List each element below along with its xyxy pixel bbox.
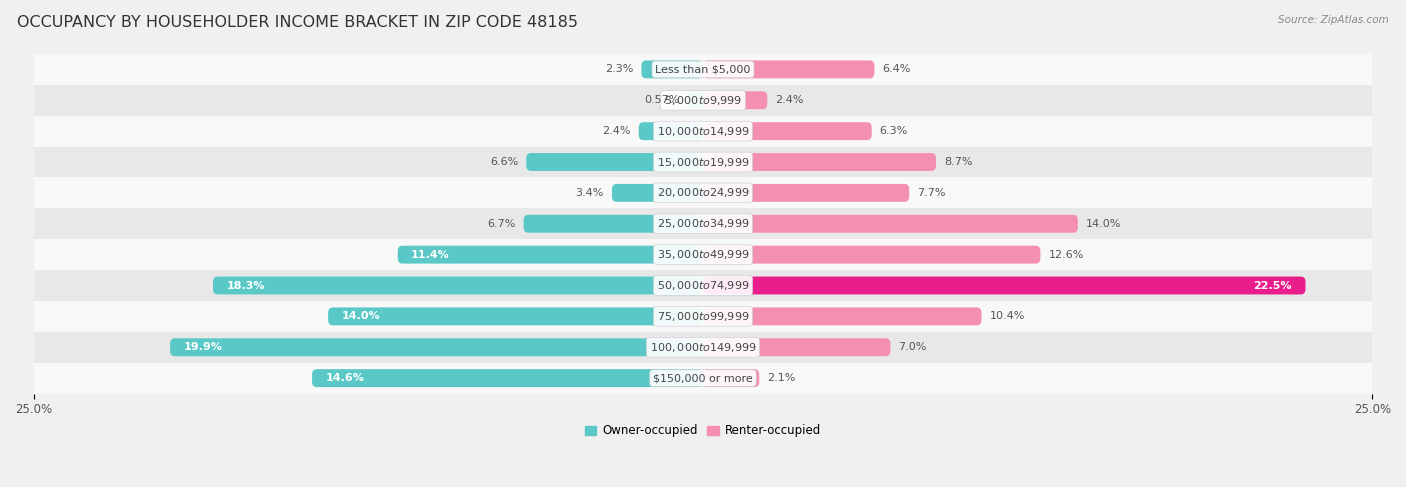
FancyBboxPatch shape bbox=[703, 369, 759, 387]
FancyBboxPatch shape bbox=[703, 215, 1078, 233]
Text: 22.5%: 22.5% bbox=[1254, 281, 1292, 291]
Bar bbox=[34, 54, 1372, 85]
FancyBboxPatch shape bbox=[638, 122, 703, 140]
Text: $25,000 to $34,999: $25,000 to $34,999 bbox=[657, 217, 749, 230]
Bar bbox=[34, 270, 1372, 301]
Bar bbox=[34, 147, 1372, 177]
FancyBboxPatch shape bbox=[703, 245, 1040, 263]
Text: 7.0%: 7.0% bbox=[898, 342, 927, 352]
Text: 2.4%: 2.4% bbox=[602, 126, 631, 136]
Text: 2.1%: 2.1% bbox=[768, 373, 796, 383]
FancyBboxPatch shape bbox=[312, 369, 703, 387]
FancyBboxPatch shape bbox=[703, 60, 875, 78]
FancyBboxPatch shape bbox=[328, 307, 703, 325]
Text: 2.4%: 2.4% bbox=[775, 95, 804, 105]
FancyBboxPatch shape bbox=[703, 307, 981, 325]
Text: $50,000 to $74,999: $50,000 to $74,999 bbox=[657, 279, 749, 292]
Text: $10,000 to $14,999: $10,000 to $14,999 bbox=[657, 125, 749, 138]
Text: $100,000 to $149,999: $100,000 to $149,999 bbox=[650, 341, 756, 354]
Text: $150,000 or more: $150,000 or more bbox=[654, 373, 752, 383]
Text: 2.3%: 2.3% bbox=[605, 64, 633, 75]
Text: 6.4%: 6.4% bbox=[883, 64, 911, 75]
Text: 19.9%: 19.9% bbox=[184, 342, 222, 352]
Text: 3.4%: 3.4% bbox=[575, 188, 605, 198]
FancyBboxPatch shape bbox=[526, 153, 703, 171]
Bar bbox=[34, 363, 1372, 393]
Text: $20,000 to $24,999: $20,000 to $24,999 bbox=[657, 187, 749, 199]
Bar bbox=[34, 85, 1372, 116]
Text: Less than $5,000: Less than $5,000 bbox=[655, 64, 751, 75]
Text: OCCUPANCY BY HOUSEHOLDER INCOME BRACKET IN ZIP CODE 48185: OCCUPANCY BY HOUSEHOLDER INCOME BRACKET … bbox=[17, 15, 578, 30]
Text: 8.7%: 8.7% bbox=[943, 157, 973, 167]
FancyBboxPatch shape bbox=[703, 338, 890, 356]
Bar bbox=[34, 332, 1372, 363]
Text: 7.7%: 7.7% bbox=[917, 188, 946, 198]
FancyBboxPatch shape bbox=[170, 338, 703, 356]
Text: 18.3%: 18.3% bbox=[226, 281, 264, 291]
Text: $15,000 to $19,999: $15,000 to $19,999 bbox=[657, 155, 749, 169]
Text: 10.4%: 10.4% bbox=[990, 311, 1025, 321]
Bar bbox=[34, 301, 1372, 332]
FancyBboxPatch shape bbox=[688, 92, 703, 109]
FancyBboxPatch shape bbox=[703, 122, 872, 140]
Text: 14.0%: 14.0% bbox=[1085, 219, 1122, 229]
Text: $5,000 to $9,999: $5,000 to $9,999 bbox=[664, 94, 742, 107]
FancyBboxPatch shape bbox=[641, 60, 703, 78]
FancyBboxPatch shape bbox=[398, 245, 703, 263]
Text: 11.4%: 11.4% bbox=[411, 250, 450, 260]
Text: 14.6%: 14.6% bbox=[325, 373, 364, 383]
Bar bbox=[34, 208, 1372, 239]
Text: $35,000 to $49,999: $35,000 to $49,999 bbox=[657, 248, 749, 261]
Bar bbox=[34, 177, 1372, 208]
Text: $75,000 to $99,999: $75,000 to $99,999 bbox=[657, 310, 749, 323]
FancyBboxPatch shape bbox=[703, 92, 768, 109]
Text: 0.57%: 0.57% bbox=[644, 95, 679, 105]
FancyBboxPatch shape bbox=[703, 277, 1306, 295]
Bar bbox=[34, 239, 1372, 270]
FancyBboxPatch shape bbox=[703, 184, 910, 202]
Text: 14.0%: 14.0% bbox=[342, 311, 380, 321]
Legend: Owner-occupied, Renter-occupied: Owner-occupied, Renter-occupied bbox=[579, 419, 827, 442]
FancyBboxPatch shape bbox=[212, 277, 703, 295]
Bar bbox=[34, 116, 1372, 147]
Text: 6.7%: 6.7% bbox=[488, 219, 516, 229]
FancyBboxPatch shape bbox=[612, 184, 703, 202]
Text: 12.6%: 12.6% bbox=[1049, 250, 1084, 260]
Text: Source: ZipAtlas.com: Source: ZipAtlas.com bbox=[1278, 15, 1389, 25]
Text: 6.3%: 6.3% bbox=[880, 126, 908, 136]
FancyBboxPatch shape bbox=[703, 153, 936, 171]
FancyBboxPatch shape bbox=[523, 215, 703, 233]
Text: 6.6%: 6.6% bbox=[489, 157, 519, 167]
